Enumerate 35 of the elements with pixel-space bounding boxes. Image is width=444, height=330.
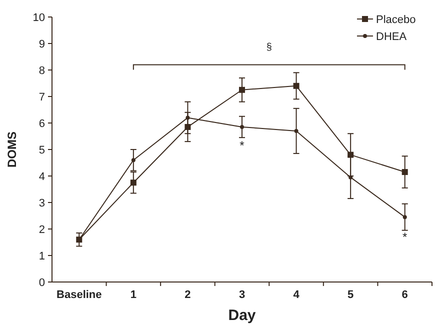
point (402, 169, 408, 176)
point (130, 180, 136, 186)
point (239, 86, 245, 93)
x-tick-label: 4 (293, 289, 300, 301)
y-tick-label: 4 (38, 170, 45, 183)
point (131, 158, 136, 162)
y-tick-label: 7 (38, 91, 45, 104)
x-tick-label: 6 (402, 289, 408, 301)
point (240, 124, 244, 129)
x-tick-label: 3 (238, 289, 246, 301)
y-tick-label: 5 (38, 144, 45, 156)
legend-label: DHEA (376, 30, 408, 43)
x-axis-title: Day (228, 307, 256, 324)
y-tick-label: 0 (38, 276, 45, 289)
point (294, 128, 298, 133)
y-tick-label: 10 (32, 12, 45, 24)
y-axis-title: DOMS (5, 132, 19, 168)
y-tick-label: 6 (38, 118, 45, 130)
y-tick-label: 9 (38, 38, 45, 50)
annotation: * (402, 230, 408, 244)
y-tick-label: 8 (38, 64, 45, 77)
y-tick-label: 3 (38, 197, 45, 210)
x-tick-label: 2 (184, 289, 191, 301)
point (184, 124, 191, 130)
annotation: * (240, 138, 245, 153)
point (293, 82, 300, 89)
point (402, 215, 407, 220)
x-tick-label: 1 (130, 289, 136, 301)
x-tick-label: Baseline (56, 289, 102, 301)
point (186, 116, 190, 120)
x-tick-label: 5 (348, 289, 354, 301)
y-tick-label: 1 (38, 250, 45, 262)
annotation: § (266, 42, 272, 54)
y-tick-label: 2 (38, 224, 45, 236)
legend-label: Placebo (376, 14, 416, 26)
